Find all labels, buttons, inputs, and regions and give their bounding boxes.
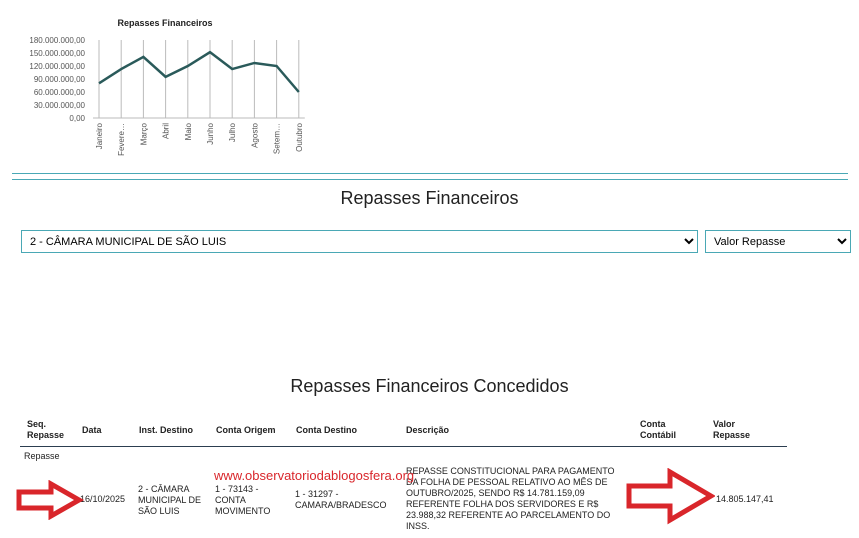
col-header: Conta Origem [216,425,276,435]
line-chart: Repasses Financeiros 0,00 30.000.000,00 60… [29,18,305,156]
arrow-left-annotation-icon [16,480,85,520]
header-divider [20,446,787,447]
col-header: Data [82,425,102,435]
x-tick-label: Fevere… [117,123,126,156]
group-label: Repasse [24,451,60,461]
cell-valor: 14.805.147,41 [716,494,774,504]
divider [12,173,848,174]
table-title: Repasses Financeiros Concedidos [290,376,569,396]
x-tick-label: Maio [184,122,193,140]
x-tick-label: Janeiro [95,122,104,149]
col-header: Valor Repasse [713,419,751,440]
divider [12,179,848,180]
y-tick-label: 30.000.000,00 [34,101,86,110]
x-tick-label: Abril [162,123,171,139]
col-header: Descrição [406,425,450,435]
x-tick-label: Julho [228,122,237,142]
y-tick-label: 60.000.000,00 [34,88,86,97]
cell-inst: 2 - CÂMARA MUNICIPAL DE SÃO LUIS [138,484,202,516]
series-line [98,50,300,93]
section-title: Repasses Financeiros [340,188,519,208]
y-tick-label: 0,00 [69,114,85,123]
arrow-right-annotation-icon [626,468,715,525]
cell-data: 16/10/2025 [80,494,126,504]
x-tick-label: Agosto [250,122,259,147]
x-tick-label: Março [139,122,148,145]
chart-title: Repasses Financeiros [117,18,212,28]
y-tick-label: 90.000.000,00 [34,75,86,84]
y-tick-label: 120.000.000,00 [29,62,85,71]
col-header: Conta Contábil [640,419,676,440]
col-header: Seq. Repasse [27,419,65,440]
watermark: www.observatoriodablogosfera.org [214,468,415,483]
col-header: Inst. Destino [139,425,194,435]
x-tick-label: Setem… [273,123,282,154]
y-tick-label: 180.000.000,00 [29,36,85,45]
entity-select[interactable]: 2 - CÂMARA MUNICIPAL DE SÃO LUIS [21,230,698,253]
col-header: Conta Destino [296,425,358,435]
cell-destino: 1 - 31297 - CAMARA/BRADESCO [295,489,387,510]
x-tick-label: Junho [206,122,215,144]
cell-origem: 1 - 73143 - CONTA MOVIMENTO [215,484,271,516]
cell-descricao: REPASSE CONSTITUCIONAL PARA PAGAMENTO DA… [406,466,615,531]
y-tick-label: 150.000.000,00 [29,49,85,58]
x-tick-label: Outubro [295,122,304,151]
metric-select[interactable]: Valor Repasse [705,230,851,253]
